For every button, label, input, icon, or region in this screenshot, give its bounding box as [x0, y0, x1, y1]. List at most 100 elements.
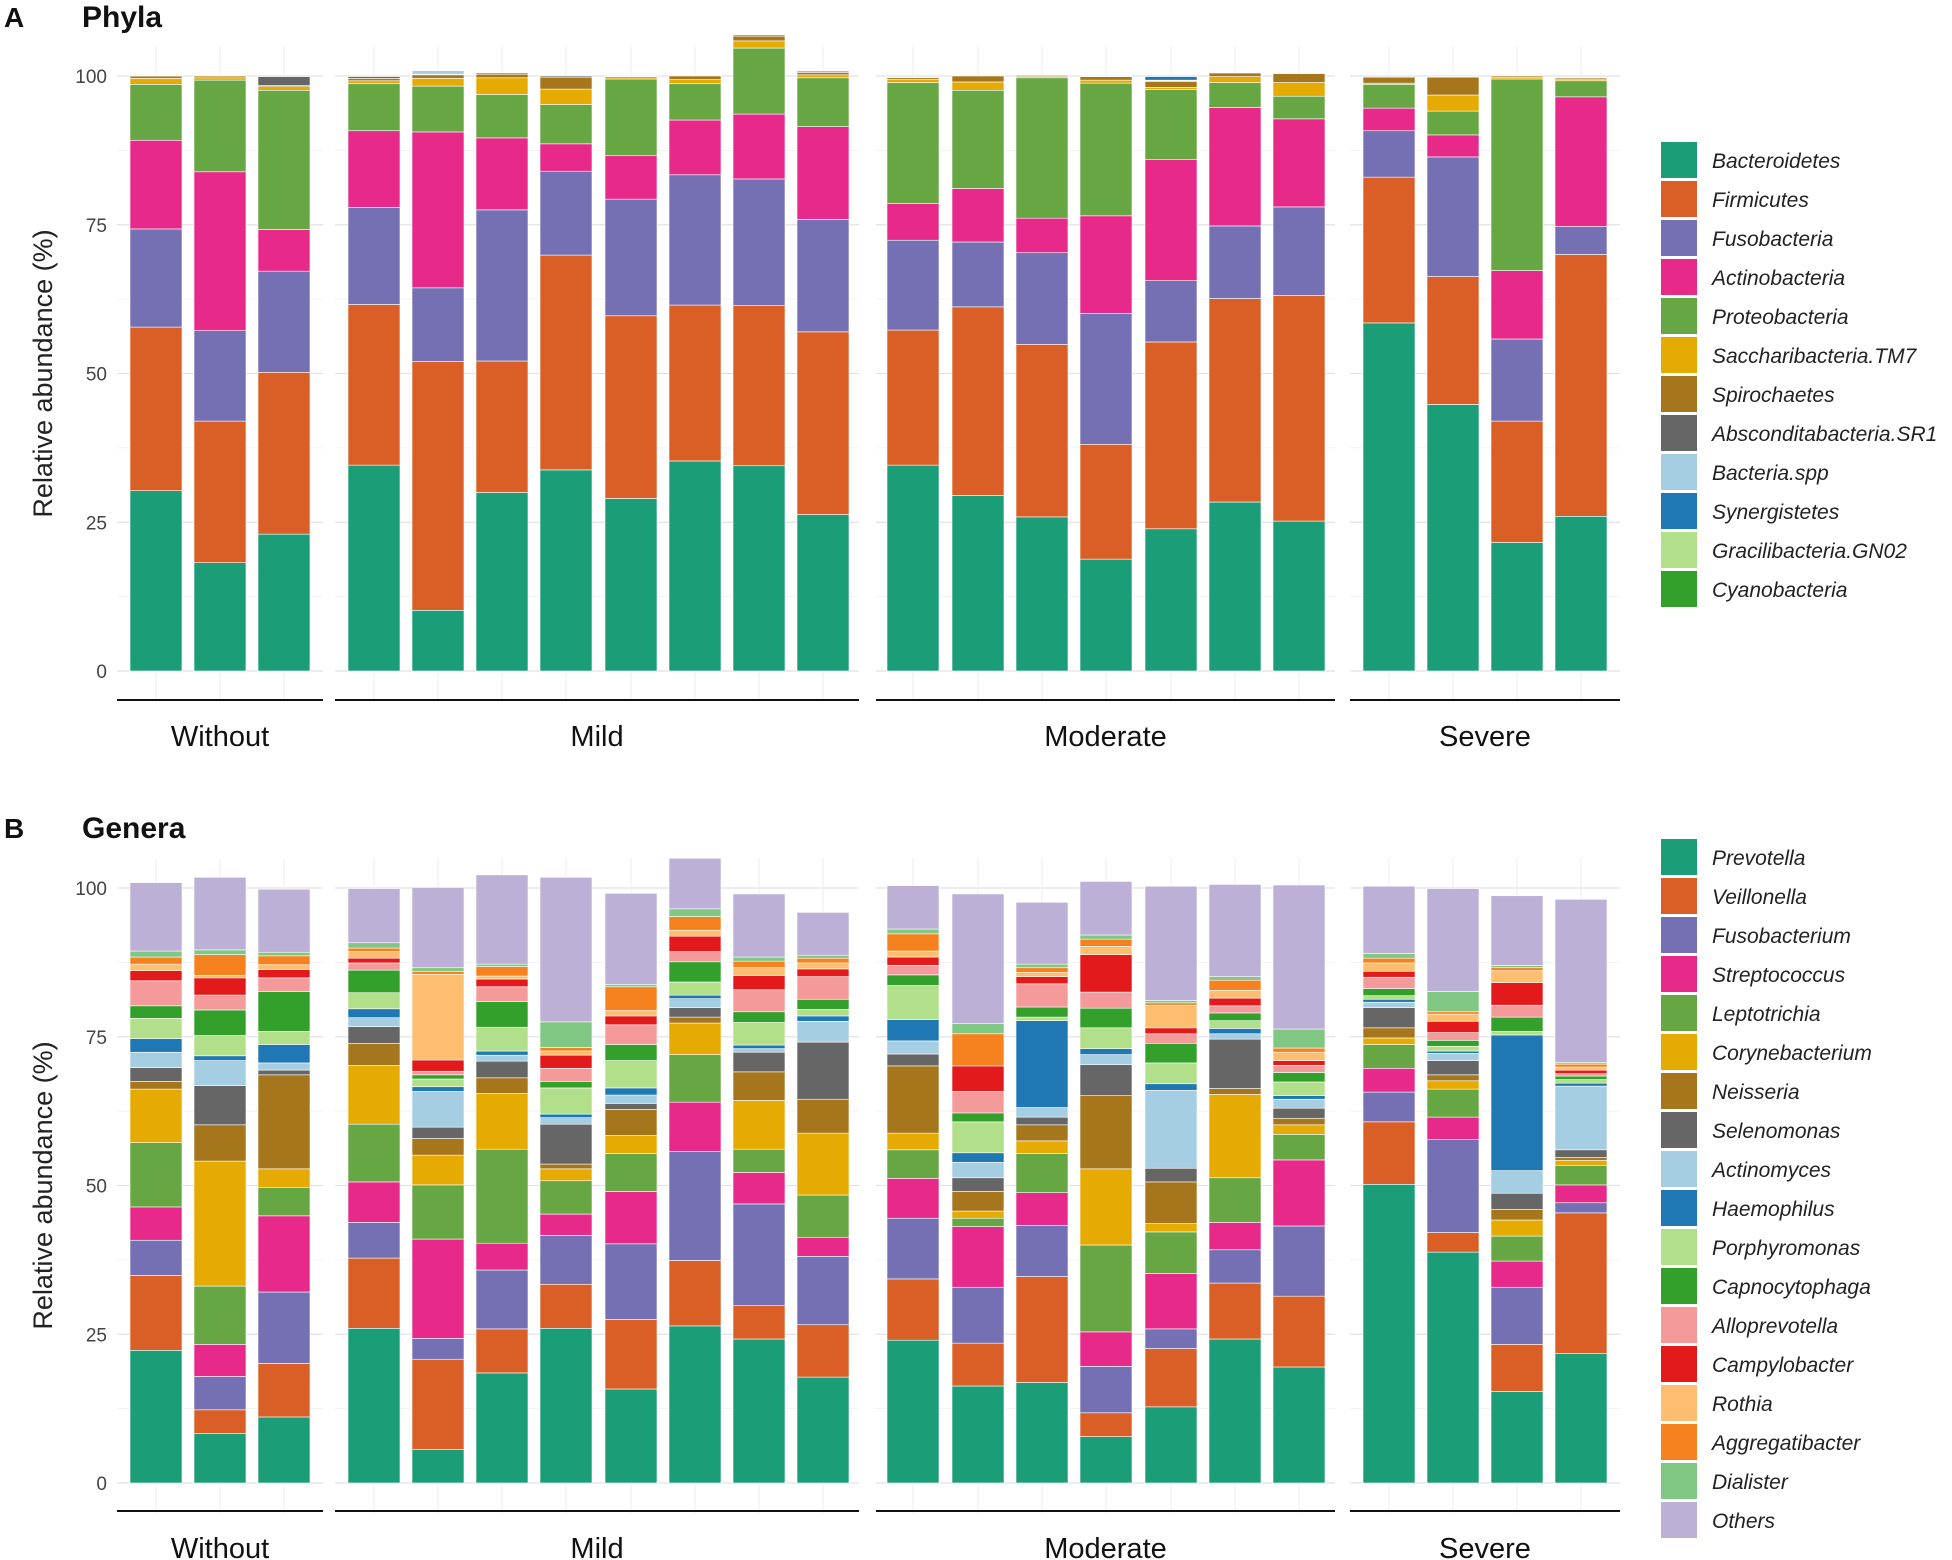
- genera-segment-rothia: [886, 950, 940, 958]
- phyla-legend-swatch: [1661, 220, 1697, 256]
- genera-segment-corynebacterium: [1144, 1223, 1198, 1233]
- genera-segment-neisseria: [257, 1074, 311, 1170]
- phyla-segment-fusobacteria: [1208, 225, 1262, 299]
- genera-segment-veillonella: [193, 1409, 247, 1434]
- genera-segment-leptotrichia: [951, 1217, 1005, 1227]
- genera-segment-veillonella: [1272, 1295, 1326, 1368]
- genera-segment-veillonella: [475, 1328, 529, 1374]
- genera-bar-3: [257, 888, 311, 1484]
- phyla-bar-18: [1272, 73, 1326, 672]
- phyla-segment-proteobacteria: [539, 104, 593, 145]
- genera-segment-rothia: [1015, 972, 1069, 977]
- genera-segment-capnocytophaga: [951, 1112, 1005, 1123]
- genera-segment-haemophilus: [1554, 1082, 1608, 1087]
- genera-segment-corynebacterium: [1426, 1080, 1480, 1090]
- phyla-segment-bacteroidetes: [951, 495, 1005, 672]
- genera-segment-actinomyces: [604, 1094, 658, 1104]
- phyla-segment-absconditabacteria-sr1: [732, 34, 786, 37]
- genera-segment-prevotella: [796, 1376, 850, 1484]
- phyla-segment-proteobacteria: [796, 77, 850, 127]
- genera-segment-neisseria: [732, 1071, 786, 1101]
- phyla-segment-spirochaetes: [886, 77, 940, 80]
- genera-segment-haemophilus: [1015, 1020, 1069, 1108]
- genera-segment-haemophilus: [1490, 1034, 1544, 1171]
- genera-segment-neisseria: [411, 1138, 465, 1156]
- genera-segment-alloprevotella: [411, 1070, 465, 1076]
- phyla-bar-6: [475, 72, 529, 672]
- phyla-segment-proteobacteria: [257, 89, 311, 230]
- genera-segment-alloprevotella: [668, 951, 722, 963]
- genera-segment-actinomyces: [347, 1017, 401, 1027]
- phyla-segment-fusobacteria: [1272, 206, 1326, 296]
- genera-segment-corynebacterium: [129, 1088, 183, 1143]
- genera-segment-actinomyces: [1144, 1090, 1198, 1169]
- phyla-segment-spirochaetes: [604, 75, 658, 77]
- genera-segment-leptotrichia: [347, 1123, 401, 1183]
- genera-legend-label: Corynebacterium: [1712, 1042, 1872, 1065]
- genera-segment-streptococcus: [1015, 1192, 1069, 1226]
- phyla-bar-2: [193, 75, 247, 672]
- phyla-segment-bacteroidetes: [604, 498, 658, 672]
- genera-segment-dialister: [475, 963, 529, 967]
- phyla-segment-bacteroidetes: [1362, 322, 1416, 672]
- genera-segment-dialister: [1362, 953, 1416, 959]
- panel-b-letter: B: [4, 813, 24, 844]
- genera-segment-prevotella: [1554, 1352, 1608, 1484]
- phyla-legend-label: Bacteroidetes: [1712, 150, 1841, 173]
- genera-segment-campylobacter: [475, 978, 529, 988]
- genera-segment-veillonella: [1426, 1232, 1480, 1253]
- genera-segment-alloprevotella: [951, 1091, 1005, 1114]
- genera-segment-campylobacter: [604, 1015, 658, 1026]
- genera-segment-prevotella: [539, 1328, 593, 1484]
- phyla-segment-firmicutes: [732, 305, 786, 467]
- genera-segment-rothia: [732, 967, 786, 976]
- genera-segment-actinomyces: [1079, 1054, 1133, 1066]
- genera-segment-actinomyces: [1490, 1170, 1544, 1194]
- genera-legend-label: Porphyromonas: [1712, 1237, 1861, 1260]
- genera-segment-selenomonas: [257, 1069, 311, 1076]
- genera-legend-label: Campylobacter: [1712, 1354, 1854, 1377]
- genera-segment-veillonella: [129, 1275, 183, 1351]
- genera-segment-haemophilus: [193, 1055, 247, 1061]
- genera-segment-neisseria: [1490, 1209, 1544, 1221]
- genera-bar-6: [475, 874, 529, 1484]
- genera-segment-veillonella: [796, 1324, 850, 1378]
- genera-segment-others: [347, 888, 401, 944]
- genera-segment-others: [539, 876, 593, 1023]
- genera-segment-neisseria: [347, 1042, 401, 1066]
- phyla-segment-proteobacteria: [668, 83, 722, 121]
- genera-segment-haemophilus: [1426, 1050, 1480, 1054]
- phyla-segment-bacteroidetes: [886, 464, 940, 672]
- genera-segment-veillonella: [604, 1319, 658, 1390]
- genera-segment-dialister: [1144, 1000, 1198, 1004]
- phyla-segment-absconditabacteria-sr1: [129, 75, 183, 77]
- genera-bar-4: [347, 888, 401, 1484]
- phyla-segment-spirochaetes: [1208, 72, 1262, 77]
- genera-segment-rothia: [1272, 1051, 1326, 1061]
- genera-segment-prevotella: [668, 1325, 722, 1484]
- genera-segment-dialister: [668, 908, 722, 917]
- phyla-ytick-label: 100: [75, 67, 107, 88]
- genera-segment-aggregatibacter: [347, 947, 401, 952]
- genera-segment-others: [1144, 885, 1198, 1001]
- phyla-segment-bacteroidetes: [257, 533, 311, 672]
- phyla-segment-saccharibacteria-tm7: [193, 77, 247, 81]
- genera-segment-alloprevotella: [539, 1067, 593, 1082]
- genera-segment-fusobacterium: [347, 1222, 401, 1259]
- genera-segment-capnocytophaga: [257, 991, 311, 1032]
- genera-segment-streptococcus: [1079, 1331, 1133, 1367]
- genera-segment-selenomonas: [1144, 1167, 1198, 1183]
- phyla-segment-bacteroidetes: [1272, 520, 1326, 672]
- genera-segment-haemophilus: [604, 1087, 658, 1096]
- genera-segment-streptococcus: [732, 1172, 786, 1205]
- genera-legend-label: Neisseria: [1712, 1081, 1800, 1104]
- genera-segment-prevotella: [347, 1328, 401, 1484]
- phyla-segment-fusobacteria: [796, 219, 850, 333]
- genera-segment-others: [604, 893, 658, 985]
- phyla-segment-firmicutes: [539, 254, 593, 471]
- phyla-segment-actinobacteria: [1362, 107, 1416, 132]
- genera-segment-selenomonas: [347, 1026, 401, 1044]
- genera-segment-streptococcus: [1272, 1159, 1326, 1227]
- genera-bar-8: [604, 893, 658, 1484]
